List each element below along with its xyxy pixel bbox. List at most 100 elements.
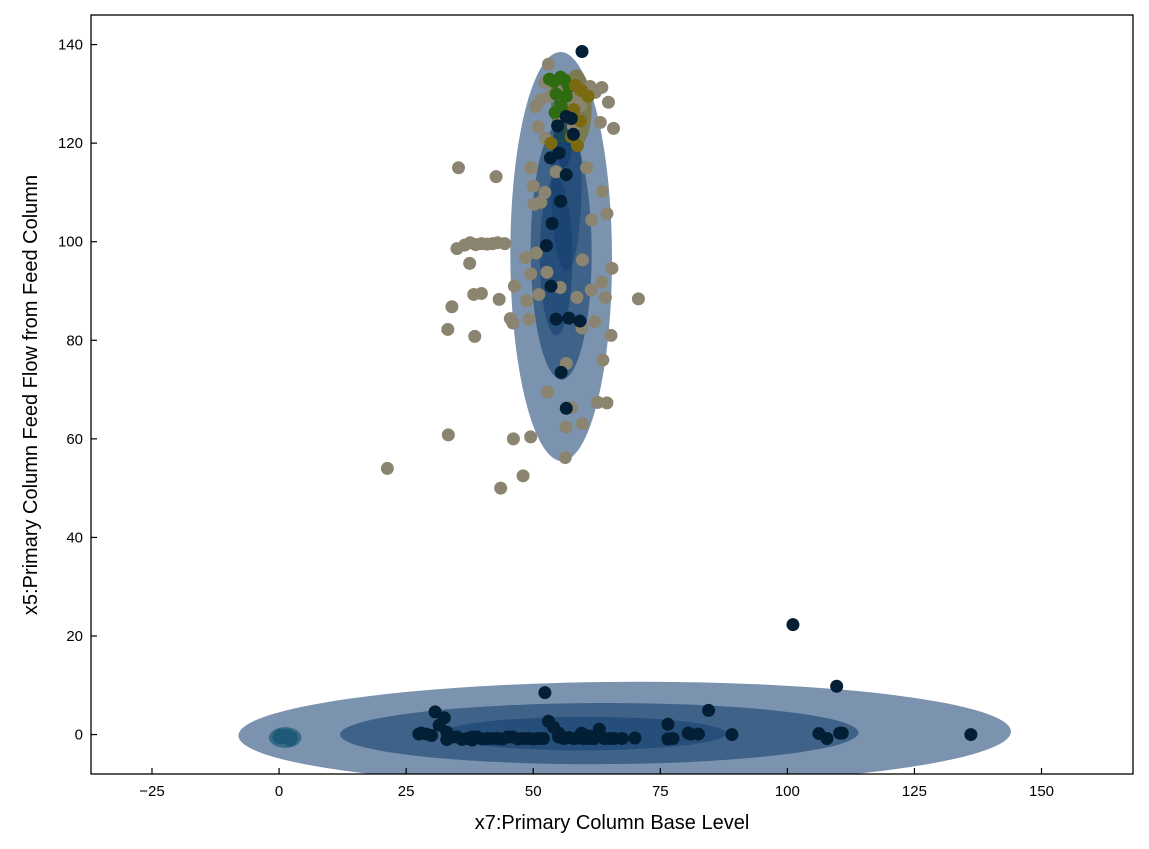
data-point	[506, 316, 520, 330]
data-point	[524, 430, 538, 444]
plot-frame	[90, 14, 1134, 775]
x-tick-label: 75	[652, 783, 669, 800]
data-point	[661, 717, 675, 731]
data-point	[507, 279, 521, 293]
data-point	[441, 428, 455, 442]
data-point	[283, 733, 297, 747]
data-point	[524, 161, 538, 175]
confidence-ellipse	[539, 177, 573, 336]
y-tick-label: 120	[58, 135, 83, 152]
data-point	[573, 314, 587, 328]
data-point	[526, 179, 540, 193]
data-point	[631, 292, 645, 306]
x-tick-label: 0	[275, 783, 283, 800]
data-point	[598, 290, 612, 304]
data-point	[445, 300, 459, 314]
data-point	[516, 469, 530, 483]
y-tick-label: 0	[75, 727, 83, 744]
y-tick-label: 100	[58, 234, 83, 251]
data-point	[600, 396, 614, 410]
data-point	[681, 726, 695, 740]
data-point	[562, 311, 576, 325]
data-point	[549, 87, 563, 101]
data-point	[463, 256, 477, 270]
data-point	[570, 139, 584, 153]
data-point	[551, 119, 565, 133]
data-point	[591, 395, 605, 409]
data-point	[786, 618, 800, 632]
x-axis: −25 0 25 50 75 100 125 150	[139, 768, 1054, 800]
data-point	[531, 120, 545, 134]
data-point	[566, 127, 580, 141]
data-point	[559, 89, 573, 103]
data-point	[451, 161, 465, 175]
data-point	[559, 168, 573, 182]
data-point	[552, 730, 566, 744]
data-point	[584, 283, 598, 297]
data-point	[440, 733, 454, 746]
data-point	[492, 292, 506, 306]
data-point	[595, 80, 609, 94]
data-point	[532, 287, 546, 301]
data-point	[539, 239, 553, 253]
data-point	[380, 461, 394, 475]
data-point	[575, 44, 589, 58]
y-axis-label: x5:Primary Column Feed Flow from Feed Co…	[20, 175, 42, 615]
data-point	[465, 733, 479, 747]
y-tick-label: 140	[58, 37, 83, 54]
data-point	[545, 216, 559, 230]
data-point	[548, 106, 562, 120]
data-point	[559, 420, 573, 434]
data-point	[540, 385, 554, 399]
x-tick-label: 125	[902, 783, 927, 800]
data-point	[559, 401, 573, 415]
data-point	[543, 151, 557, 165]
data-point	[830, 679, 844, 693]
data-point	[820, 732, 834, 746]
data-point	[540, 265, 554, 279]
data-point	[554, 365, 568, 379]
data-point	[441, 322, 455, 336]
data-point	[585, 213, 599, 227]
data-point	[544, 136, 558, 150]
data-point	[554, 194, 568, 208]
data-point	[498, 237, 512, 251]
data-point	[541, 714, 555, 728]
y-tick-label: 40	[66, 529, 83, 546]
data-point	[519, 250, 533, 264]
x-axis-label: x7:Primary Column Base Level	[475, 812, 750, 834]
data-point	[595, 275, 609, 289]
data-point	[600, 207, 614, 221]
x-tick-label: 150	[1029, 783, 1054, 800]
data-point	[593, 115, 607, 129]
ellipse-layer	[238, 51, 1012, 774]
data-point	[702, 703, 716, 717]
data-point	[524, 267, 538, 281]
data-point	[582, 729, 596, 743]
data-point	[576, 253, 590, 267]
data-point	[607, 121, 621, 135]
data-point	[549, 165, 563, 179]
data-point	[564, 112, 578, 125]
data-point	[527, 197, 541, 211]
x-tick-label: 25	[398, 783, 415, 800]
data-point	[580, 161, 594, 175]
data-point	[596, 353, 610, 367]
data-point	[835, 726, 849, 740]
data-point	[538, 686, 552, 700]
data-point	[628, 731, 642, 745]
data-point	[494, 481, 508, 495]
data-point	[468, 329, 482, 343]
data-point	[588, 315, 602, 329]
data-point	[601, 95, 615, 109]
data-point	[538, 185, 552, 199]
data-point	[544, 279, 558, 293]
data-point	[506, 432, 520, 446]
data-point	[522, 312, 536, 326]
x-tick-label: 50	[525, 783, 542, 800]
data-point	[725, 728, 739, 742]
y-tick-label: 20	[66, 628, 83, 645]
data-point	[549, 312, 563, 326]
y-tick-label: 80	[66, 332, 83, 349]
